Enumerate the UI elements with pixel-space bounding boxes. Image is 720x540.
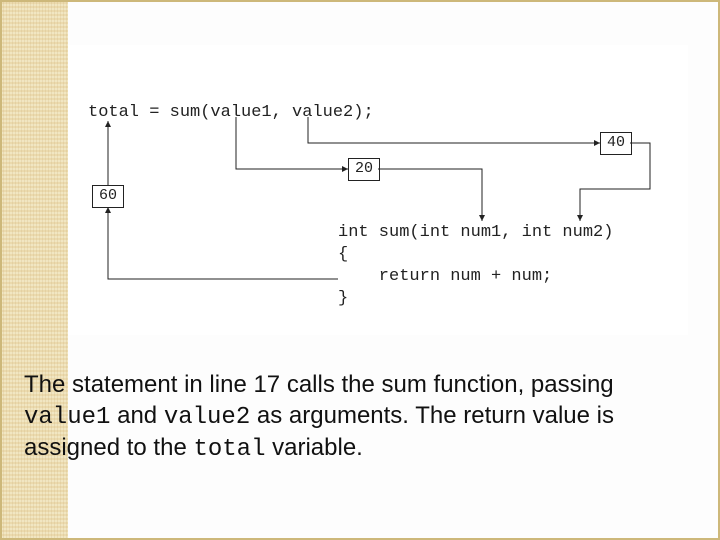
arrow-return-to-60 bbox=[108, 207, 338, 279]
function-line-3: } bbox=[338, 289, 348, 308]
caption-text-span: and bbox=[110, 402, 163, 429]
function-line-0: int sum(int num1, int num2) bbox=[338, 223, 613, 242]
assignment-statement: total = sum(value1, value2); bbox=[88, 103, 374, 122]
caption-text-span: variable. bbox=[265, 434, 362, 461]
arrow-value1-to-20 bbox=[236, 117, 348, 169]
caption-text: The statement in line 17 calls the sum f… bbox=[24, 370, 684, 466]
caption-text-span: The statement in line 17 calls the sum f… bbox=[24, 371, 614, 398]
function-line-2: return num + num; bbox=[338, 267, 552, 286]
value-box-60: 60 bbox=[92, 185, 124, 208]
code-flow-diagram: total = sum(value1, value2); 60 20 40 in… bbox=[68, 45, 688, 335]
arrow-40-to-num2 bbox=[580, 143, 650, 221]
caption-code-span: total bbox=[193, 436, 265, 463]
arrow-layer bbox=[68, 45, 688, 335]
arrow-20-to-num1 bbox=[378, 169, 482, 221]
function-line-1: { bbox=[338, 245, 348, 264]
caption-code-span: value2 bbox=[164, 404, 250, 431]
value-box-20: 20 bbox=[348, 158, 380, 181]
value-box-40: 40 bbox=[600, 132, 632, 155]
caption-code-span: value1 bbox=[24, 404, 110, 431]
